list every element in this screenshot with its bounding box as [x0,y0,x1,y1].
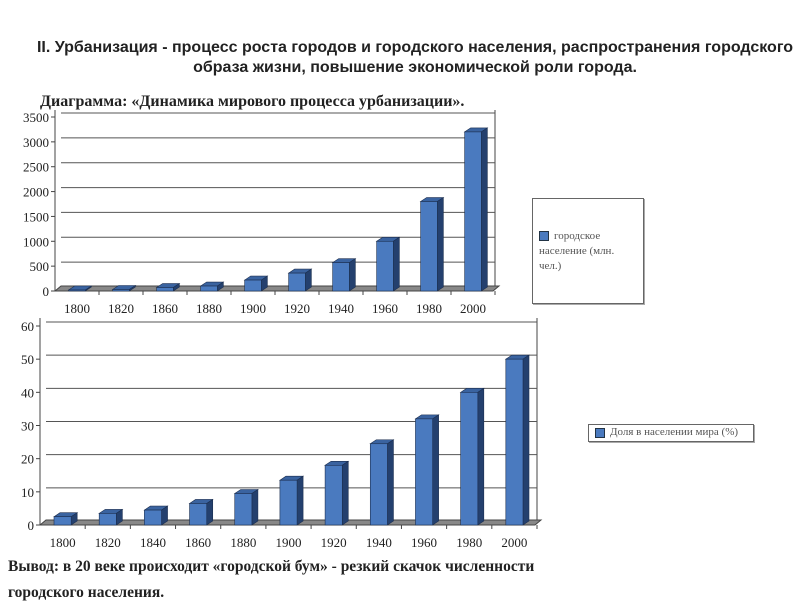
bar [68,289,86,292]
y-tick-label: 0 [28,518,35,533]
bar [415,418,433,526]
x-tick-label: 1920 [321,535,347,550]
x-tick-label: 1860 [152,301,178,316]
x-tick-label: 1940 [328,301,354,316]
y-tick-label: 40 [21,385,34,400]
conclusion-line-2: городского населения. [8,584,165,601]
x-tick-label: 1980 [416,301,442,316]
bar-side [437,196,444,292]
conclusion-line-1: Вывод: в 20 веке происходит «городской б… [8,558,535,575]
x-tick-label: 1920 [284,301,310,316]
bar-side [251,488,259,526]
y-tick-label: 0 [43,284,50,299]
x-tick-label: 1980 [456,535,482,550]
bar-side [341,460,349,526]
conclusion: Вывод: в 20 веке происходит «городской б… [8,554,534,606]
bar [288,272,306,292]
bar-side [305,268,312,292]
bar [279,479,298,526]
bar [369,443,388,526]
bar-side [481,127,488,292]
bar [460,392,479,526]
x-tick-label: 1900 [240,301,266,316]
bar-side [206,498,214,526]
bar-side [432,414,439,526]
diagram-subtitle: Диаграмма: «Динамика мирового процесса у… [40,93,465,110]
x-tick-label: 1880 [230,535,256,550]
y-tick-label: 10 [21,485,34,500]
bar-side [349,258,356,292]
bar [53,516,72,526]
y-tick-label: 3000 [23,135,49,150]
bar-side [477,387,485,526]
bar [200,285,218,292]
legend-swatch [595,428,605,438]
y-tick-label: 2500 [23,160,49,175]
legend-swatch [539,231,549,241]
bar [505,358,524,526]
x-tick-label: 1800 [50,535,76,550]
y-tick-label: 50 [21,352,34,367]
x-tick-label: 1960 [411,535,437,550]
bar-side [296,475,304,526]
bar [332,262,350,292]
bar [112,289,130,292]
x-tick-label: 1960 [372,301,398,316]
x-tick-label: 2000 [460,301,486,316]
y-tick-label: 1500 [23,209,49,224]
x-tick-label: 2000 [501,535,527,550]
legend-label: городское население (млн. чел.) [539,230,615,272]
bar [244,279,262,292]
y-tick-label: 3500 [23,110,49,125]
x-tick-label: 1820 [95,535,121,550]
x-tick-label: 1800 [64,301,90,316]
y-tick-label: 1000 [23,234,49,249]
bar [156,287,174,292]
y-tick-label: 20 [21,452,34,467]
bar [324,464,343,526]
y-tick-label: 60 [21,319,34,334]
x-tick-label: 1900 [276,535,302,550]
x-tick-label: 1860 [185,535,211,550]
legend-chart-1: городское население (млн. чел.) [532,198,644,304]
bar [98,513,117,526]
bar [189,503,208,526]
y-tick-label: 30 [21,419,34,434]
bar [234,493,253,526]
legend-label: Доля в населении мира (%) [610,426,739,438]
y-tick-label: 500 [30,259,50,274]
x-tick-label: 1820 [108,301,134,316]
bar [376,240,394,292]
bar [144,509,162,526]
y-tick-label: 2000 [23,185,49,200]
x-tick-label: 1880 [196,301,222,316]
x-tick-label: 1940 [366,535,392,550]
bar-side [393,236,400,292]
bar-side [387,439,394,526]
bar [420,201,438,292]
bar-side [522,354,530,526]
slide-title: II. Урбанизация - процесс роста городов … [36,39,794,76]
legend-chart-2: Доля в населении мира (%) [588,424,754,442]
x-tick-label: 1840 [140,535,166,550]
bar [464,131,482,292]
